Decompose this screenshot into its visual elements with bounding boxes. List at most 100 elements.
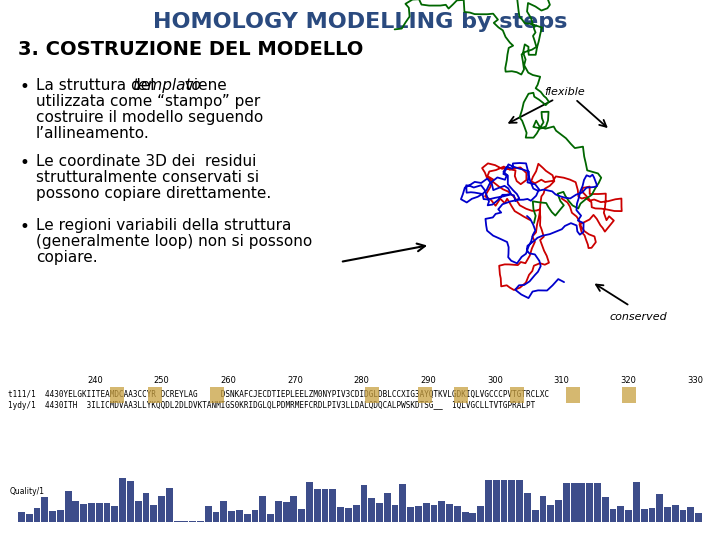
Bar <box>415 507 422 522</box>
Bar <box>384 494 391 522</box>
Bar <box>361 485 367 522</box>
Text: costruire il modello seguendo: costruire il modello seguendo <box>36 110 264 125</box>
Bar <box>431 505 438 522</box>
Text: utilizzata come “stampo” per: utilizzata come “stampo” per <box>36 94 260 109</box>
Bar <box>329 489 336 522</box>
Bar <box>290 496 297 522</box>
Bar <box>532 510 539 522</box>
Bar <box>696 513 702 522</box>
Bar <box>18 512 25 522</box>
Bar <box>135 501 142 522</box>
Bar <box>220 501 228 522</box>
Bar <box>298 509 305 522</box>
Bar <box>510 387 524 403</box>
Text: •: • <box>20 218 30 236</box>
Bar <box>314 489 320 522</box>
Text: La struttura del: La struttura del <box>36 78 159 93</box>
Bar <box>275 501 282 522</box>
Text: 270: 270 <box>287 376 303 385</box>
Bar <box>174 521 181 522</box>
Bar <box>143 493 149 522</box>
Bar <box>649 508 655 522</box>
Bar <box>586 483 593 522</box>
Bar <box>610 509 616 522</box>
Bar <box>365 387 379 403</box>
Text: 320: 320 <box>621 376 636 385</box>
Bar <box>408 507 414 522</box>
Text: 240: 240 <box>87 376 103 385</box>
Text: possono copiare direttamente.: possono copiare direttamente. <box>36 186 271 201</box>
Bar <box>73 501 79 522</box>
Bar <box>641 509 647 522</box>
Bar <box>283 502 289 522</box>
Bar <box>158 496 165 522</box>
Bar <box>148 387 162 403</box>
Text: t111/1  4430YELGKIITEAMDCAA3CCYR DCREYLAG     DSNKAFCJECDTIEPLEELZM0NYPIV3CDIDGL: t111/1 4430YELGKIITEAMDCAA3CCYR DCREYLAG… <box>8 390 549 399</box>
Bar <box>34 508 40 522</box>
Bar <box>508 480 516 522</box>
Text: •: • <box>20 154 30 172</box>
Text: Quality/1: Quality/1 <box>10 488 45 496</box>
Bar <box>57 510 64 522</box>
Text: 300: 300 <box>487 376 503 385</box>
Bar <box>446 504 453 522</box>
Text: copiare.: copiare. <box>36 250 98 265</box>
Bar <box>566 387 580 403</box>
Text: 310: 310 <box>554 376 570 385</box>
Bar <box>469 513 477 522</box>
Bar <box>617 506 624 522</box>
Bar <box>228 511 235 522</box>
Bar <box>369 498 375 522</box>
Bar <box>477 507 484 522</box>
Bar <box>492 480 500 522</box>
Text: l’allineamento.: l’allineamento. <box>36 126 150 141</box>
Bar <box>454 506 461 522</box>
Bar <box>376 503 383 522</box>
Bar <box>571 483 577 522</box>
Bar <box>555 500 562 522</box>
Text: HOMOLOGY MODELLING by steps: HOMOLOGY MODELLING by steps <box>153 12 567 32</box>
Text: 3. COSTRUZIONE DEL MODELLO: 3. COSTRUZIONE DEL MODELLO <box>18 40 364 59</box>
Bar <box>392 505 398 522</box>
Bar <box>49 511 56 522</box>
Bar <box>353 505 359 522</box>
Text: 280: 280 <box>354 376 369 385</box>
Text: 260: 260 <box>220 376 236 385</box>
Text: Le coordinate 3D dei  residui: Le coordinate 3D dei residui <box>36 154 256 169</box>
Bar <box>210 387 224 403</box>
Bar <box>337 508 344 522</box>
Bar <box>688 507 694 522</box>
Bar <box>547 505 554 522</box>
Bar <box>657 494 663 522</box>
Bar <box>594 483 601 522</box>
Text: 290: 290 <box>420 376 436 385</box>
Bar <box>41 497 48 522</box>
Text: 250: 250 <box>154 376 169 385</box>
Bar <box>181 521 189 522</box>
Bar <box>120 478 126 522</box>
Bar <box>578 483 585 522</box>
Bar <box>524 492 531 522</box>
Bar <box>127 481 134 522</box>
Bar <box>563 483 570 522</box>
Bar <box>306 482 313 522</box>
Text: flexible: flexible <box>544 87 585 97</box>
Text: Le regioni variabili della struttura: Le regioni variabili della struttura <box>36 218 292 233</box>
Bar <box>423 503 430 522</box>
Bar <box>625 510 632 522</box>
Text: 1ydy/1  4430ITH  3ILICMDVAA3LLYKQQDL2DLDVKTANMIGS0KRIDGLQLPDMRMEFCRDLPIV3LLDALQD: 1ydy/1 4430ITH 3ILICMDVAA3LLYKQQDL2DLDVK… <box>8 401 535 410</box>
Bar <box>96 503 103 522</box>
Bar <box>104 503 110 522</box>
Bar <box>244 514 251 522</box>
Bar <box>485 480 492 522</box>
Bar <box>212 512 220 522</box>
Text: viene: viene <box>180 78 227 93</box>
Bar <box>197 521 204 522</box>
Bar <box>633 482 640 522</box>
Bar <box>454 387 468 403</box>
Bar <box>438 501 445 522</box>
Bar <box>65 491 71 522</box>
Bar <box>516 480 523 522</box>
Bar <box>204 506 212 522</box>
Bar <box>26 514 32 522</box>
